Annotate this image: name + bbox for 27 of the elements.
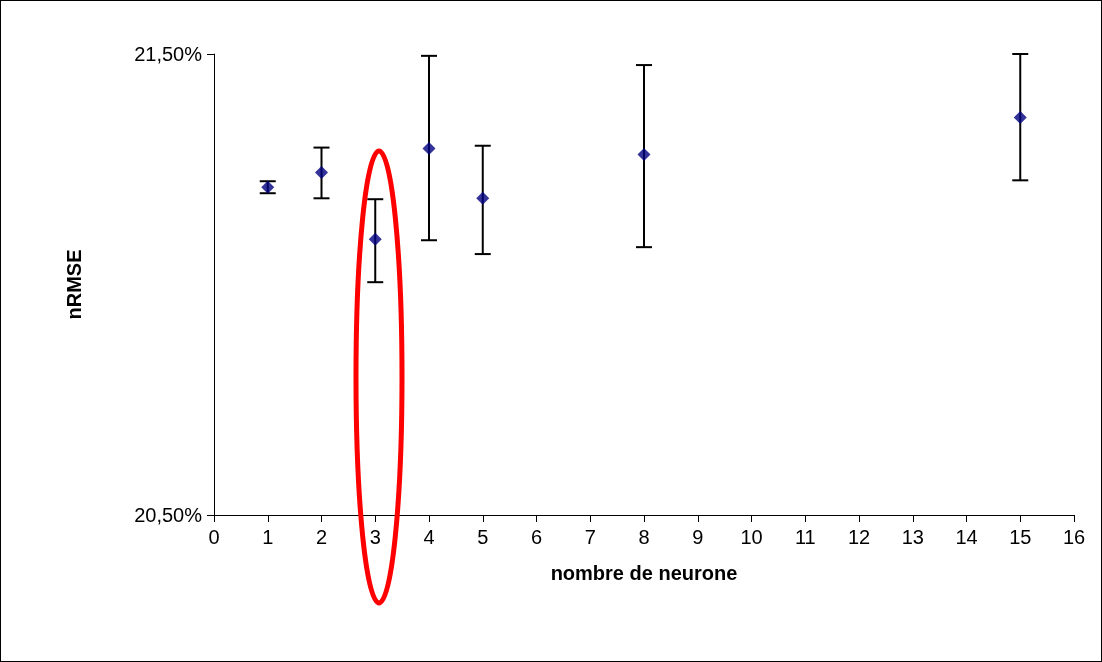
x-tick-label: 14 [955, 526, 978, 548]
y-tick-label: 20,50% [134, 504, 203, 526]
y-tick-label: 21,50% [134, 43, 203, 65]
x-tick-label: 2 [315, 526, 328, 548]
x-tick-label: 4 [423, 526, 435, 548]
x-axis-title: nombre de neurone [550, 562, 738, 584]
x-tick-label: 11 [794, 526, 816, 548]
x-tick-label: 15 [1009, 526, 1032, 548]
x-tick-label: 16 [1062, 526, 1086, 548]
point [476, 191, 490, 205]
x-tick-label: 5 [477, 526, 489, 548]
x-tick-label: 12 [847, 526, 871, 548]
x-tick-label: 6 [530, 526, 543, 548]
x-tick-label: 13 [901, 526, 924, 548]
point [368, 232, 382, 246]
x-tick-label: 8 [638, 526, 650, 548]
point [422, 142, 436, 156]
x-tick-label: 10 [740, 526, 763, 548]
x-tick-label: 1 [262, 526, 274, 548]
point [315, 165, 328, 179]
point [1013, 111, 1027, 125]
x-tick-label: 3 [369, 526, 381, 548]
y-axis-title: nRMSE [63, 249, 85, 320]
x-tick-label: 0 [208, 526, 220, 548]
x-tick-label: 7 [584, 526, 596, 548]
x-tick-label: 9 [692, 526, 704, 548]
point [637, 148, 651, 161]
